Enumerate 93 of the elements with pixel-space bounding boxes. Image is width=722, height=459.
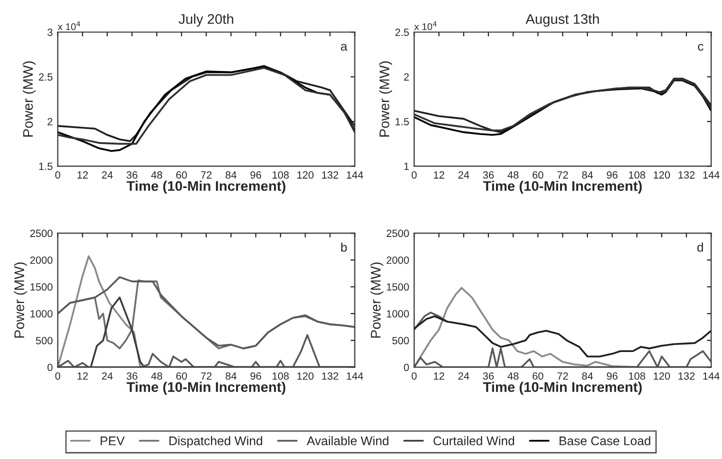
y-axis-title: Power (MW) [379,61,392,137]
legend-label: Available Wind [306,436,388,446]
x-tick-label: 0 [412,171,417,179]
y-axis-title: Power (MW) [14,262,27,338]
annotation: d [697,242,703,252]
y-tick-label: 2 [48,118,52,126]
x-tick-label: 24 [458,372,470,380]
x-tick-label: 36 [126,372,138,380]
legend-label: Dispatched Wind [169,436,262,448]
x-tick-label: 48 [508,372,519,380]
x-axis-title: Time (10-Min Increment) [126,382,286,395]
x-tick-label: 72 [201,372,212,380]
annotation: a [340,44,348,51]
x-tick-label: 84 [582,372,593,380]
x-tick-label: 84 [226,171,236,179]
x-axis-title: Time (10-Min Increment) [483,382,642,395]
x-tick-label: 12 [78,372,88,380]
annotation: c [698,44,704,51]
x-tick-label: 60 [176,171,187,179]
y-tick-label: 1000 [30,310,52,318]
x-axis-title: Time (10-Min Increment) [126,180,286,194]
x-tick-label: 48 [151,372,162,380]
x-tick-label: 144 [703,171,720,179]
y-axis-title: Power (MW) [22,61,36,137]
x-tick-label: 96 [606,372,618,380]
x-tick-label: 96 [250,171,262,179]
x-tick-label: 132 [322,171,338,179]
y-tick-label: 1.5 [396,118,409,126]
y-tick-label: 1000 [386,310,409,318]
x-tick-label: 144 [346,171,364,179]
x-tick-label: 60 [532,171,544,179]
y-axis-title: Power (MW) [370,262,384,338]
x-tick-label: 48 [151,171,162,179]
chart-title: July 20th [178,14,234,27]
y-tick-label: 1 [404,162,409,170]
x-tick-label: 120 [654,372,670,380]
y-tick-label: 2500 [30,230,52,238]
x-tick-label: 24 [102,171,113,179]
x-tick-label: 132 [322,372,338,380]
x-tick-label: 108 [272,171,289,179]
annotation: b [341,242,347,252]
x-axis-title: Time (10-Min Increment) [483,180,642,194]
y-tick-label: 0 [48,364,52,372]
x-tick-label: 108 [629,171,646,179]
y-tick-label: 2000 [386,256,409,264]
x-tick-label: 144 [346,372,364,380]
x-tick-label: 84 [226,372,236,380]
y-tick-label: 1500 [30,283,52,291]
x-tick-label: 120 [297,372,314,380]
x-tick-label: 48 [508,171,519,179]
legend-label: Base Case Load [560,436,650,446]
legend-label: PEV [100,436,125,446]
x-tick-label: 108 [272,372,289,380]
x-tick-label: 132 [678,372,695,380]
x-tick-label: 24 [102,372,113,380]
x-tick-label: 0 [412,372,417,380]
x-tick-label: 60 [532,372,544,380]
x-tick-label: 12 [78,171,88,179]
y-tick-label: 3 [48,28,52,36]
text: Curtailed Wind [434,436,514,446]
x-tick-label: 0 [55,372,60,380]
x-tick-label: 24 [458,171,470,179]
x-tick-label: 12 [434,171,444,179]
y-tick-label: 2 [404,73,409,81]
y-tick-label: 2.5 [395,28,409,36]
x-tick-label: 96 [250,372,262,380]
x-tick-label: 72 [557,171,568,179]
y-tick-label: 0 [404,364,409,372]
x-tick-label: 0 [55,171,60,179]
x-tick-label: 12 [434,372,444,380]
y-tick-label: 500 [36,336,52,344]
x-tick-label: 84 [582,171,593,179]
x-tick-label: 144 [703,372,720,380]
y-tick-label: 2000 [30,256,52,264]
x-tick-label: 120 [297,171,314,179]
x-tick-label: 108 [629,372,646,380]
x-tick-label: 132 [678,171,695,179]
x-tick-label: 120 [654,171,670,179]
y-tick-label: 2500 [386,230,409,238]
x-tick-label: 72 [557,372,568,380]
y-tick-label: 1.5 [39,162,52,170]
y-tick-label: 500 [392,336,409,344]
text: x 10$^{4}$ [58,21,80,30]
x-tick-label: 72 [201,171,212,179]
x-tick-label: 96 [606,171,618,179]
y-tick-label: 2.5 [38,73,52,81]
chart-title: August 13th [526,14,599,27]
x-tick-label: 36 [126,171,138,179]
y-tick-label: 1500 [386,283,409,291]
x-tick-label: 60 [176,372,187,380]
x-tick-label: 36 [483,372,494,380]
text: x 10$^{4}$ [414,21,437,30]
x-tick-label: 36 [483,171,494,179]
